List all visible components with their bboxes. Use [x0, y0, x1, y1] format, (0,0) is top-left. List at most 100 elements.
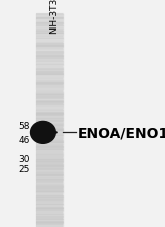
Bar — [36, 223, 63, 225]
Bar — [36, 67, 63, 69]
Bar — [36, 71, 63, 72]
Bar — [36, 148, 63, 150]
Bar — [36, 219, 63, 220]
Bar — [36, 108, 63, 109]
Bar — [36, 22, 63, 23]
Bar — [36, 95, 63, 96]
Bar — [36, 14, 63, 227]
Bar — [36, 89, 63, 90]
Bar — [36, 83, 63, 84]
Bar — [36, 169, 63, 170]
Bar — [36, 55, 63, 57]
Bar — [36, 166, 63, 167]
Bar — [36, 110, 63, 111]
Bar — [36, 41, 63, 42]
Bar — [36, 30, 63, 32]
Bar — [36, 183, 63, 184]
Bar — [36, 154, 63, 155]
Bar — [36, 24, 63, 25]
Bar — [36, 175, 63, 176]
Bar — [36, 125, 63, 227]
Bar — [36, 134, 63, 135]
Bar — [36, 102, 63, 103]
Bar — [36, 158, 63, 159]
Bar — [36, 15, 63, 16]
Bar — [36, 42, 63, 43]
Bar — [36, 53, 63, 54]
Bar — [36, 69, 63, 70]
Bar — [36, 133, 63, 134]
Bar — [36, 123, 63, 124]
Bar — [36, 143, 63, 145]
Bar — [36, 52, 63, 53]
Bar — [36, 198, 63, 200]
Bar — [36, 39, 63, 40]
Bar — [36, 40, 63, 41]
Bar — [36, 203, 63, 204]
Bar — [36, 20, 63, 21]
Bar — [36, 92, 63, 94]
Bar — [36, 43, 63, 45]
Bar — [36, 111, 63, 113]
Bar — [36, 182, 63, 183]
Bar — [36, 118, 63, 120]
Bar — [36, 150, 63, 151]
Bar — [36, 135, 63, 136]
Bar — [36, 129, 63, 131]
Bar — [36, 160, 63, 161]
Bar — [36, 204, 63, 205]
Bar — [36, 221, 63, 222]
Bar — [36, 35, 63, 36]
Bar — [36, 170, 63, 171]
Bar — [36, 37, 63, 39]
Bar — [36, 62, 63, 64]
Bar — [36, 225, 63, 226]
Bar — [36, 136, 63, 138]
Bar — [36, 220, 63, 221]
Bar — [36, 159, 63, 160]
Bar — [36, 161, 63, 163]
Bar — [36, 58, 63, 59]
Bar — [36, 151, 63, 152]
Bar — [36, 94, 63, 95]
Bar — [36, 26, 63, 27]
Bar — [36, 185, 63, 186]
Bar — [36, 207, 63, 208]
Bar — [36, 77, 63, 78]
Bar — [36, 197, 63, 198]
Bar — [36, 34, 63, 35]
Bar — [36, 101, 63, 102]
Bar — [36, 23, 63, 24]
Bar — [36, 172, 63, 173]
Text: 46: 46 — [18, 135, 30, 144]
Bar — [36, 115, 63, 116]
Bar — [36, 176, 63, 177]
Bar — [36, 152, 63, 153]
Bar — [36, 164, 63, 165]
Bar — [36, 145, 63, 146]
Bar — [36, 117, 63, 118]
Bar — [36, 27, 63, 28]
Bar — [36, 140, 63, 141]
Bar — [36, 66, 63, 67]
Bar — [36, 122, 63, 123]
Bar — [36, 46, 63, 47]
Bar — [36, 191, 63, 192]
Bar — [36, 49, 63, 51]
Bar — [36, 28, 63, 29]
Bar — [36, 141, 63, 142]
Bar — [36, 109, 63, 110]
Bar — [36, 86, 63, 88]
Bar — [36, 114, 63, 115]
Bar — [36, 97, 63, 98]
Text: 58: 58 — [18, 121, 30, 131]
Bar — [36, 14, 63, 15]
Text: NIH-3T3: NIH-3T3 — [49, 0, 58, 34]
Bar — [36, 217, 63, 219]
Bar — [36, 216, 63, 217]
Bar — [36, 91, 63, 92]
Bar — [36, 215, 63, 216]
Bar — [36, 173, 63, 175]
Bar — [36, 85, 63, 86]
Bar — [36, 132, 63, 133]
